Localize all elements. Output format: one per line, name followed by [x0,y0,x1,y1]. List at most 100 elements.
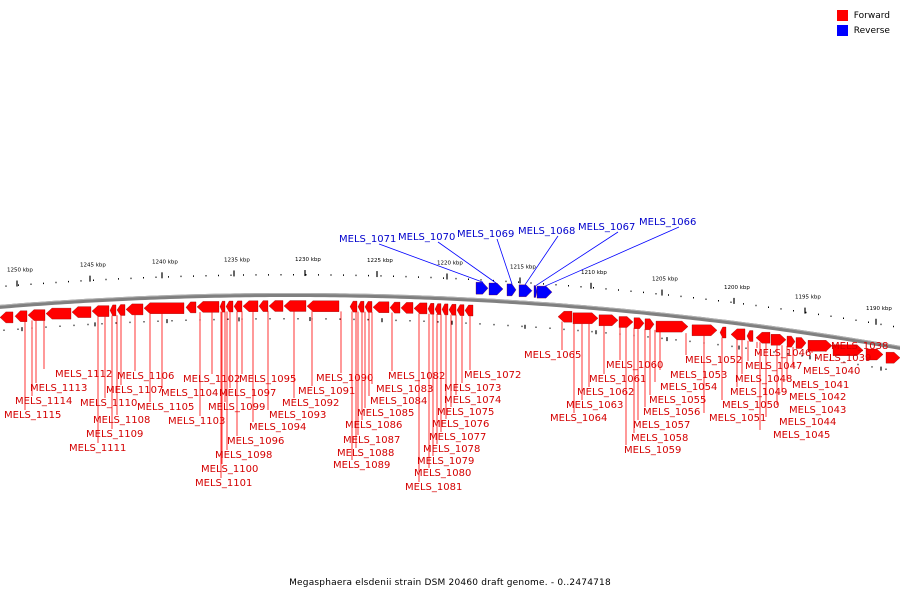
forward-gene-arrow [770,334,787,346]
forward-gene-arrow [45,307,72,320]
reverse-gene-arrow [475,282,489,295]
forward-gene-label: MELS_1075 [437,407,494,418]
scale-tick-label: 1215 kbp [510,264,536,270]
legend-swatch-forward [836,10,848,21]
scale-tick-label: 1220 kbp [437,260,463,266]
scale-tick-label: 1235 kbp [224,257,250,263]
scale-tick-label: 1205 kbp [652,277,678,283]
reverse-leader-line [544,226,680,287]
forward-gene-label: MELS_1085 [357,408,414,419]
forward-gene-arrow [691,324,718,336]
forward-gene-arrow [413,302,428,315]
forward-gene-label: MELS_1061 [589,374,646,385]
forward-gene-label: MELS_1041 [792,380,849,391]
forward-gene-arrow [268,300,284,312]
forward-gene-arrow [795,337,807,349]
forward-gene-arrow [364,301,373,313]
reverse-gene-arrow [533,285,538,298]
forward-gene-label: MELS_1057 [633,420,690,431]
forward-gene-label: MELS_1093 [269,410,326,421]
scale-tick-label: 1200 kbp [724,285,750,291]
forward-gene-label: MELS_1103 [168,416,225,427]
forward-gene-label: MELS_1086 [345,420,402,431]
scale-tick-label: 1250 kbp [7,268,33,274]
reverse-gene-label: MELS_1067 [578,222,635,233]
forward-gene-label: MELS_1110 [80,398,137,409]
forward-gene-label: MELS_1089 [333,460,390,471]
forward-gene-label: MELS_1056 [643,407,700,418]
forward-gene-label: MELS_1065 [524,350,581,361]
forward-gene-label: MELS_1079 [417,456,474,467]
forward-gene-label: MELS_1084 [370,396,427,407]
forward-gene-label: MELS_1080 [414,468,471,479]
forward-gene-label: MELS_1047 [745,361,802,372]
forward-gene-label: MELS_1074 [444,395,501,406]
scale-tick-label: 1195 kbp [795,295,821,301]
forward-gene-arrow [349,300,358,313]
forward-gene-label: MELS_1064 [550,413,607,424]
forward-gene-arrow [598,314,619,326]
forward-gene-label: MELS_1049 [730,387,787,398]
forward-gene-label: MELS_1097 [219,388,276,399]
forward-gene-label: MELS_1083 [376,384,433,395]
forward-gene-label: MELS_1082 [388,371,445,382]
forward-gene-arrow [557,311,573,323]
legend-label-forward: Forward [853,10,890,21]
forward-gene-arrow [644,318,655,330]
forward-gene-arrow [746,330,754,342]
scale-tick-label: 1245 kbp [80,263,106,269]
reverse-gene-label: MELS_1068 [518,226,575,237]
forward-gene-arrow [27,309,46,321]
forward-gene-label: MELS_1055 [649,395,706,406]
reverse-gene-label: MELS_1066 [639,217,696,228]
forward-gene-arrow [434,303,442,315]
forward-gene-label: MELS_1063 [566,400,623,411]
genome-backbone [0,293,900,350]
forward-gene-label: MELS_1078 [423,444,480,455]
forward-gene-arrow [400,302,414,314]
forward-gene-arrow [225,300,234,313]
forward-gene-arrow [71,306,92,318]
forward-gene-arrow [832,344,864,356]
reverse-leader-line [496,238,513,285]
reverse-gene-arrow [518,284,533,297]
forward-gene-label: MELS_1059 [624,445,681,456]
forward-gene-arrow [196,301,220,313]
forward-gene-label: MELS_1039 [814,353,871,364]
forward-gene-label: MELS_1073 [444,383,501,394]
forward-gene-label: MELS_1043 [789,405,846,416]
forward-gene-label: MELS_1090 [316,373,373,384]
legend-item-reverse: Reverse [836,23,890,38]
forward-gene-arrow [109,304,117,317]
forward-gene-label: MELS_1108 [93,415,150,426]
forward-gene-label: MELS_1104 [161,388,218,399]
forward-gene-arrow [357,301,365,313]
forward-gene-label: MELS_1101 [195,478,252,489]
forward-gene-arrow [618,316,634,328]
forward-gene-arrow [306,300,340,312]
forward-gene-arrow [372,301,390,313]
forward-gene-label: MELS_1044 [779,417,836,428]
forward-gene-arrow [572,312,599,324]
legend-label-reverse: Reverse [853,25,890,36]
reverse-gene-arrow [536,285,553,299]
reverse-leader-line [437,241,497,284]
forward-gene-label: MELS_1062 [577,387,634,398]
forward-gene-label: MELS_1092 [282,398,339,409]
figure-caption: Megasphaera elsdenii strain DSM 20460 dr… [289,578,611,588]
scale-tick-label: 1230 kbp [295,257,321,263]
forward-gene-label: MELS_1060 [606,360,663,371]
reverse-leader-line [378,243,484,283]
forward-gene-label: MELS_1100 [201,464,258,475]
forward-gene-label: MELS_1046 [754,348,811,359]
reverse-gene-arrow [506,283,517,297]
forward-gene-arrow [283,300,307,312]
forward-gene-arrow [185,301,197,314]
legend-swatch-reverse [836,25,848,36]
forward-gene-label: MELS_1109 [86,429,143,440]
reverse-gene-label: MELS_1071 [339,234,396,245]
forward-gene-label: MELS_1091 [298,386,355,397]
forward-gene-label: MELS_1051 [709,413,766,424]
